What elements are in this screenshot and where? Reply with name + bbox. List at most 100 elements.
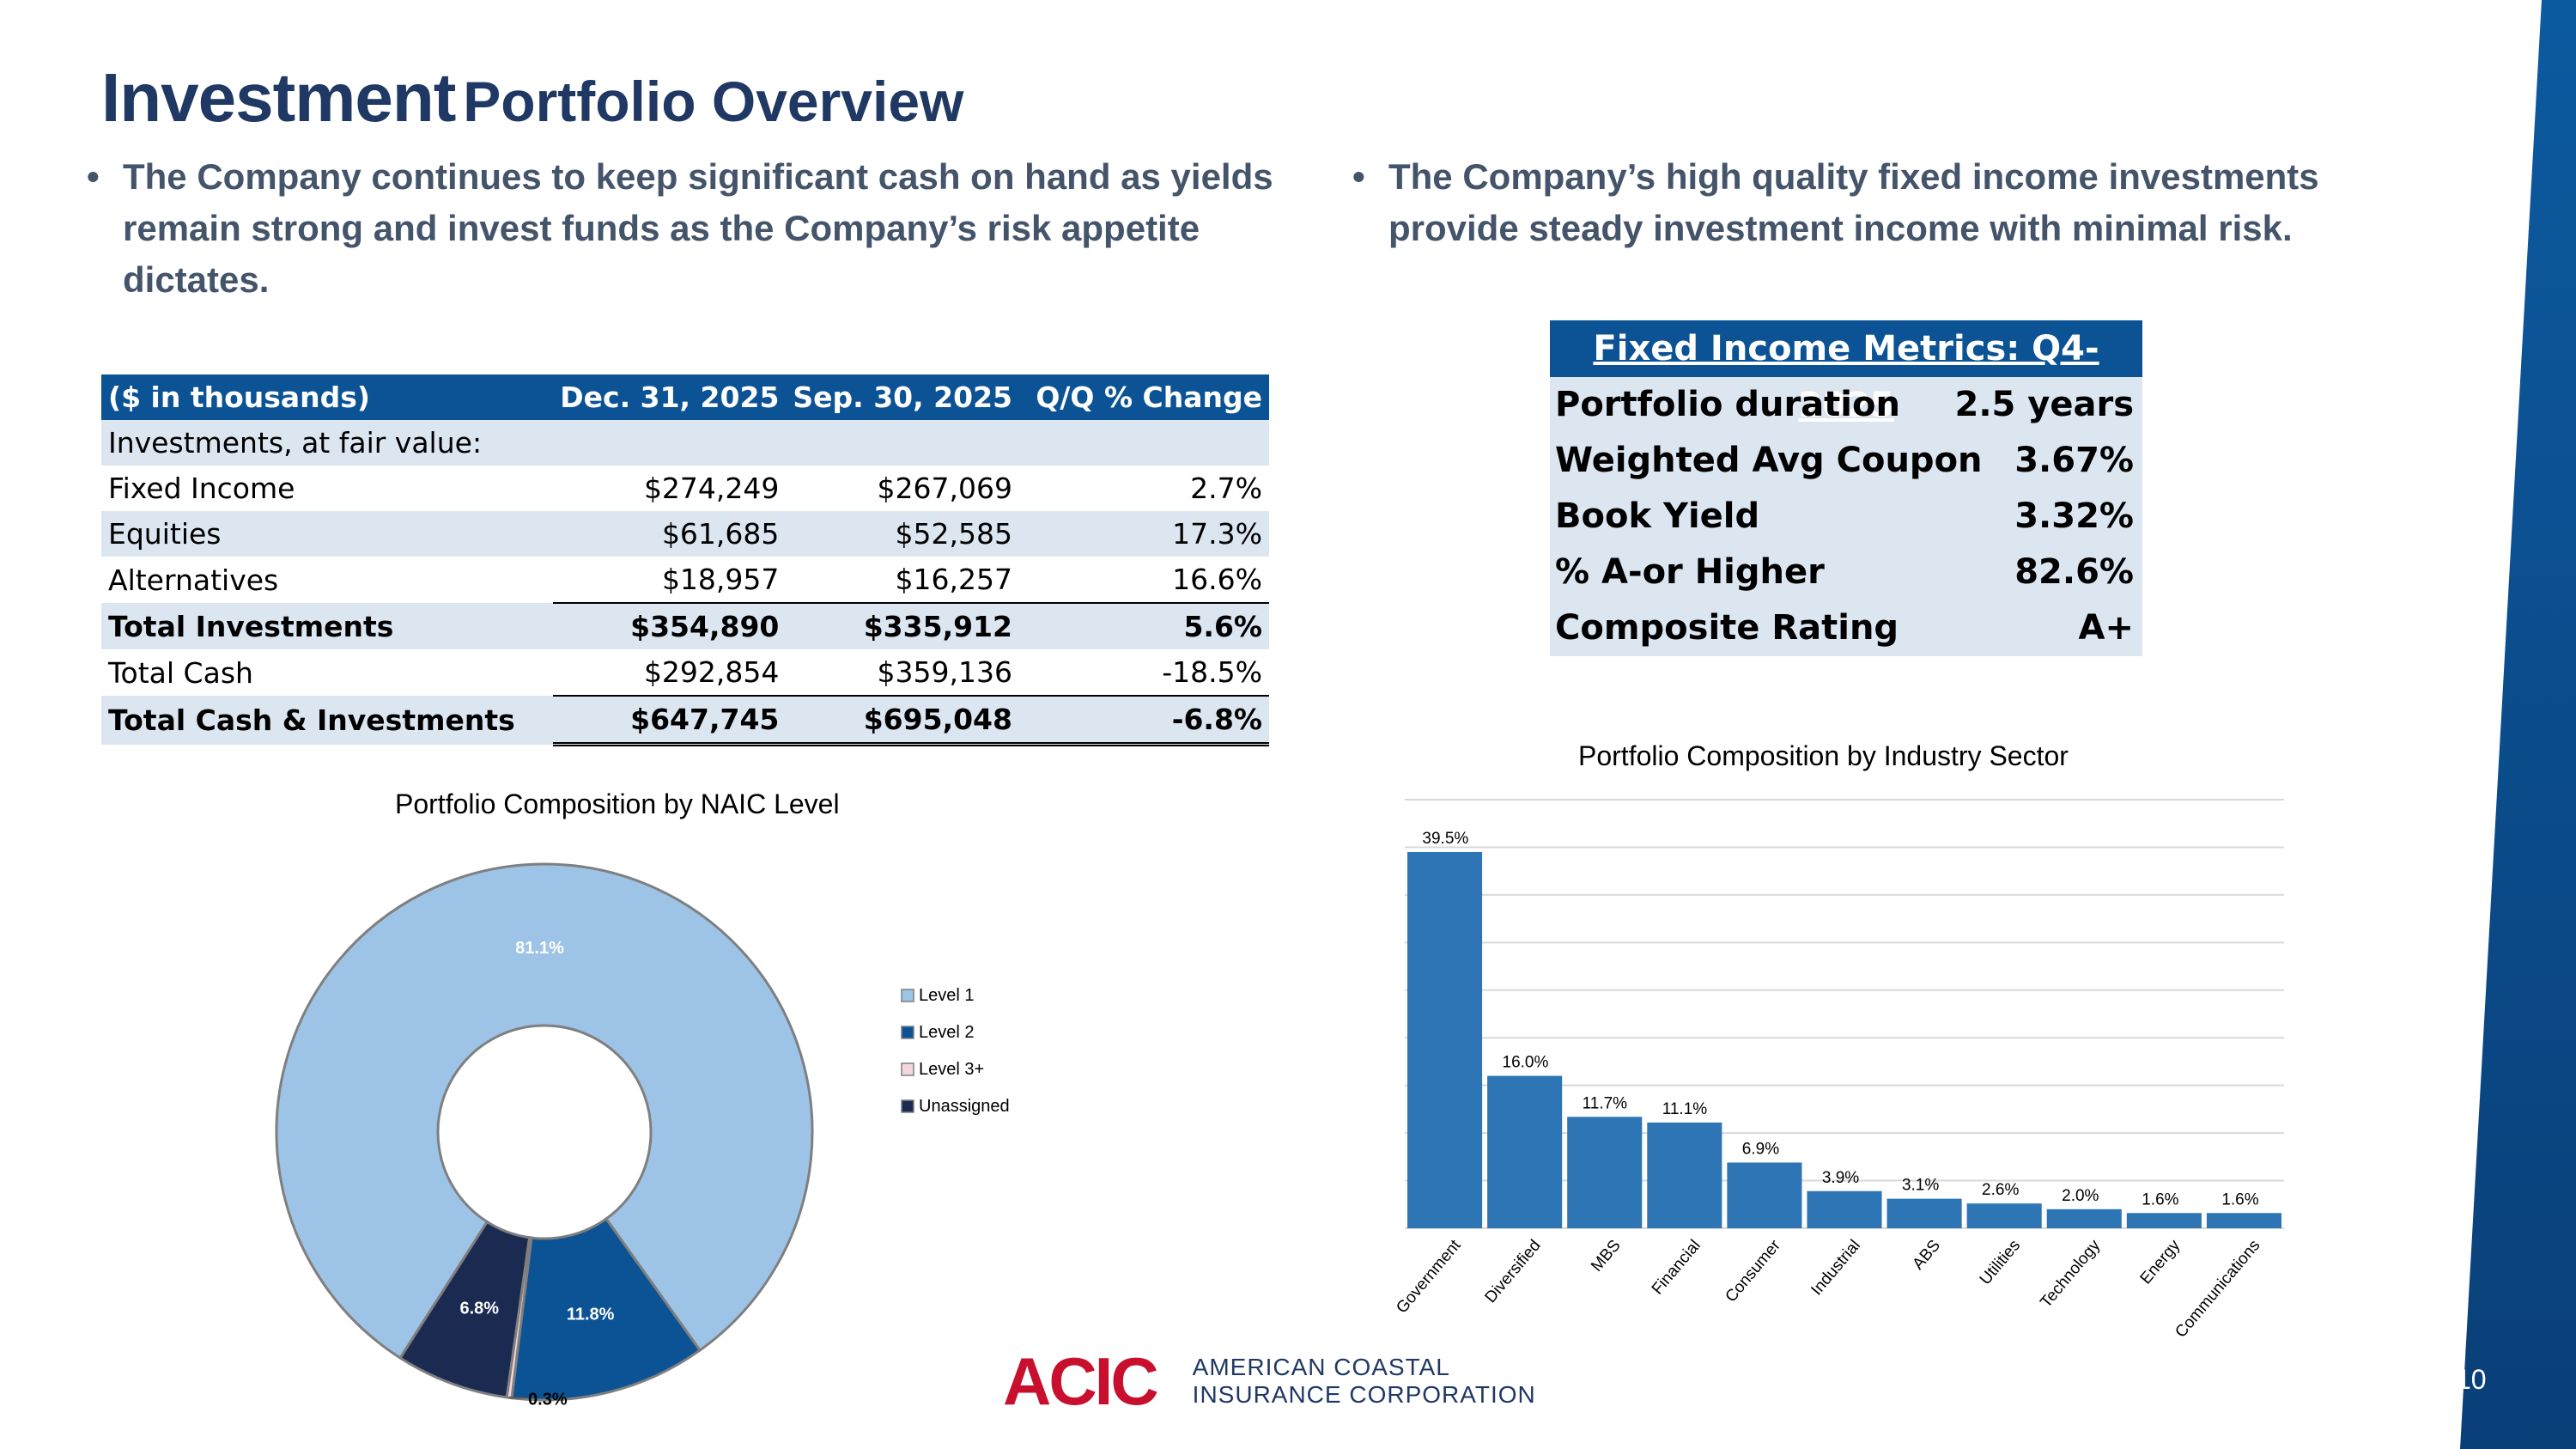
table-cell: $52,585	[786, 511, 1019, 557]
bar-data-label: 11.7%	[1583, 1094, 1628, 1112]
metric-label: Weighted Avg Coupon	[1555, 441, 1983, 480]
metric-label: Composite Rating	[1555, 608, 1899, 648]
legend-swatch	[901, 1062, 914, 1076]
page-title: Investment Portfolio Overview	[101, 58, 963, 137]
metrics-row: Portfolio duration 2.5 years	[1550, 377, 2142, 433]
col-header: Dec. 31, 2025	[553, 374, 787, 420]
company-logo: ACIC AMERICAN COASTAL INSURANCE CORPORAT…	[1003, 1343, 1536, 1419]
bar	[1727, 1162, 1802, 1228]
x-tick-label: Diversified	[1482, 1237, 1545, 1306]
table-cell: Fixed Income	[108, 472, 295, 505]
x-tick-label: Financial	[1649, 1237, 1704, 1299]
table-cell: $354,890	[553, 603, 787, 649]
table-cell: $335,912	[786, 603, 1019, 649]
table-cell: $274,249	[643, 472, 780, 505]
pie-label: 6.8%	[459, 1299, 499, 1318]
table-cell: -18.5%	[1019, 649, 1269, 697]
section-label: Investments, at fair value:	[101, 420, 554, 466]
metrics-row: % A-or Higher 82.6%	[1550, 545, 2142, 600]
bar	[1407, 851, 1483, 1228]
x-tick-label: Communications	[2172, 1237, 2263, 1342]
bar-data-label: 1.6%	[2142, 1190, 2178, 1209]
bar-data-label: 2.0%	[2062, 1187, 2099, 1205]
x-tick-label: Consumer	[1722, 1236, 1784, 1306]
table-row: Fixed Income $274,249 $267,069 2.7%	[101, 466, 1269, 511]
pie-label: 81.1%	[515, 939, 564, 958]
pie-slice	[398, 1220, 532, 1399]
metrics-title: Fixed Income Metrics: Q4-2025	[1550, 320, 2142, 425]
metric-value: A+	[2078, 608, 2134, 648]
bar	[1567, 1117, 1643, 1228]
side-stripe	[2460, 0, 2576, 1449]
table-cell: Total Cash & Investments	[101, 696, 554, 745]
company-line1: AMERICAN COASTAL	[1192, 1354, 1450, 1380]
bullet-right-text: The Company’s high quality fixed income …	[1388, 156, 2319, 248]
fixed-income-metrics: Fixed Income Metrics: Q4-2025 Portfolio …	[1550, 320, 2142, 656]
bullet-dot-icon: •	[87, 156, 100, 197]
x-tick-label: Utilities	[1977, 1237, 2024, 1288]
table-header-row: ($ in thousands) Dec. 31, 2025 Sep. 30, …	[101, 374, 1269, 420]
x-tick-label: Technology	[2037, 1236, 2104, 1312]
bullet-right: • The Company’s high quality fixed incom…	[1352, 151, 2419, 254]
table-row: Equities $61,685 $52,585 17.3%	[101, 511, 1269, 557]
x-tick-label: Government	[1393, 1236, 1465, 1317]
metrics-row: Composite Rating A+	[1550, 600, 2142, 656]
table-cell: Alternatives	[108, 563, 279, 597]
pie-slice	[510, 1216, 702, 1402]
table-row: Total Investments $354,890 $335,912 5.6%	[101, 603, 1269, 649]
title-part1: Investment	[101, 59, 456, 136]
sector-chart-title: Portfolio Composition by Industry Sector	[1578, 740, 2069, 771]
company-line2: INSURANCE CORPORATION	[1192, 1381, 1536, 1408]
col-header: Sep. 30, 2025	[786, 374, 1019, 420]
table-cell: Equities	[101, 511, 554, 557]
page-number: 10	[2456, 1364, 2487, 1395]
legend-label: Unassigned	[919, 1097, 1010, 1116]
table-cell: 2.7%	[1190, 472, 1262, 505]
table-cell: 17.3%	[1019, 511, 1269, 557]
table-cell: $267,069	[877, 472, 1012, 505]
table-row: Investments, at fair value:	[101, 420, 1269, 466]
table-cell: $18,957	[553, 557, 787, 604]
table-cell: $16,257	[786, 557, 1019, 604]
legend-swatch	[901, 989, 914, 1002]
bar	[1487, 1075, 1563, 1228]
logo-mark: ACIC	[1003, 1342, 1159, 1419]
table-cell: $61,685	[553, 511, 787, 557]
x-tick-label: ABS	[1910, 1237, 1945, 1274]
bar	[2206, 1213, 2281, 1228]
bar	[1886, 1198, 1962, 1228]
table-cell: Total Cash	[108, 655, 253, 690]
table-cell: 16.6%	[1019, 557, 1269, 604]
bar-data-label: 39.5%	[1422, 830, 1468, 848]
bar	[2046, 1209, 2122, 1228]
metric-value: 3.32%	[2014, 496, 2134, 536]
table-cell: $647,745	[553, 696, 787, 746]
bullet-dot-icon: •	[1352, 156, 1365, 197]
col-header: ($ in thousands)	[101, 374, 554, 420]
table-cell: -6.8%	[1019, 696, 1269, 746]
bar-data-label: 16.0%	[1503, 1054, 1549, 1072]
pie-label: 0.3%	[528, 1390, 568, 1409]
bullet-left-text: The Company continues to keep significan…	[123, 156, 1273, 300]
metric-value: 3.67%	[2014, 441, 2134, 480]
table-cell: $695,048	[786, 696, 1019, 746]
metric-label: Book Yield	[1555, 496, 1760, 536]
table-cell: Total Investments	[101, 603, 554, 649]
legend-label: Level 2	[919, 1023, 975, 1042]
bar	[1966, 1203, 2042, 1228]
table-row: Total Cash $292,854 $359,136 -18.5%	[101, 649, 1269, 697]
bar	[1807, 1190, 1882, 1228]
table-cell: $359,136	[786, 649, 1019, 697]
x-tick-label: MBS	[1588, 1237, 1625, 1275]
title-part2: Portfolio Overview	[463, 70, 964, 133]
col-header: Q/Q % Change	[1019, 374, 1269, 420]
metric-value: 82.6%	[2014, 552, 2134, 592]
legend-label: Level 1	[919, 986, 975, 1005]
x-tick-label: Energy	[2137, 1236, 2184, 1288]
metric-value: 2.5 years	[1954, 385, 2134, 424]
bar-data-label: 6.9%	[1742, 1140, 1779, 1158]
pie-slice	[275, 862, 814, 1361]
table-row: Alternatives $18,957 $16,257 16.6%	[101, 557, 1269, 604]
logo-text: AMERICAN COASTAL INSURANCE CORPORATION	[1193, 1354, 1536, 1409]
